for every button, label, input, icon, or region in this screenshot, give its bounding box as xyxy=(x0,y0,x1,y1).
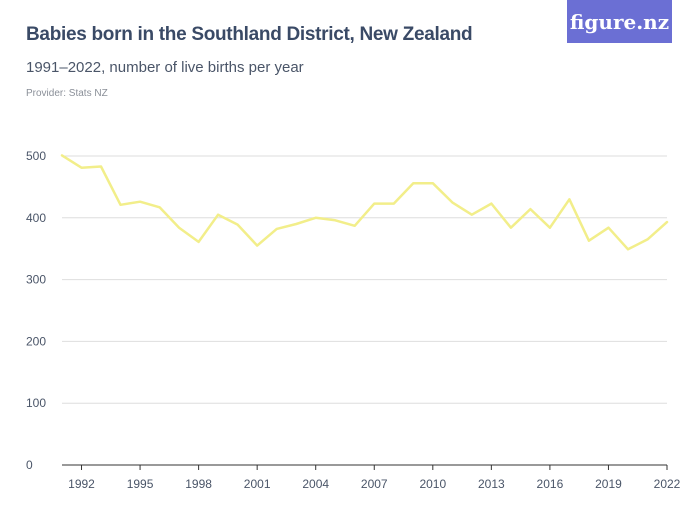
x-tick-label: 2022 xyxy=(654,477,681,491)
y-tick-label: 0 xyxy=(26,458,33,472)
x-tick-label: 2001 xyxy=(244,477,271,491)
x-tick-label: 1992 xyxy=(68,477,95,491)
y-tick-label: 500 xyxy=(26,149,46,163)
x-tick-label: 1995 xyxy=(127,477,154,491)
data-provider: Provider: Stats NZ xyxy=(26,88,108,99)
y-tick-label: 300 xyxy=(26,273,46,287)
chart-subtitle: 1991–2022, number of live births per yea… xyxy=(26,59,304,76)
x-tick-label: 2019 xyxy=(595,477,622,491)
series-line xyxy=(60,154,669,251)
x-tick-label: 2013 xyxy=(478,477,505,491)
figure-nz-logo[interactable]: figure.nz xyxy=(567,0,672,43)
x-tick-label: 2010 xyxy=(419,477,446,491)
y-tick-label: 400 xyxy=(26,211,46,225)
y-tick-label: 100 xyxy=(26,396,46,410)
x-tick-label: 1998 xyxy=(185,477,212,491)
x-tick-label: 2016 xyxy=(537,477,564,491)
y-tick-label: 200 xyxy=(26,334,46,348)
chart-title: Babies born in the Southland District, N… xyxy=(26,24,473,45)
x-tick-label: 2004 xyxy=(302,477,329,491)
x-tick-label: 2007 xyxy=(361,477,388,491)
